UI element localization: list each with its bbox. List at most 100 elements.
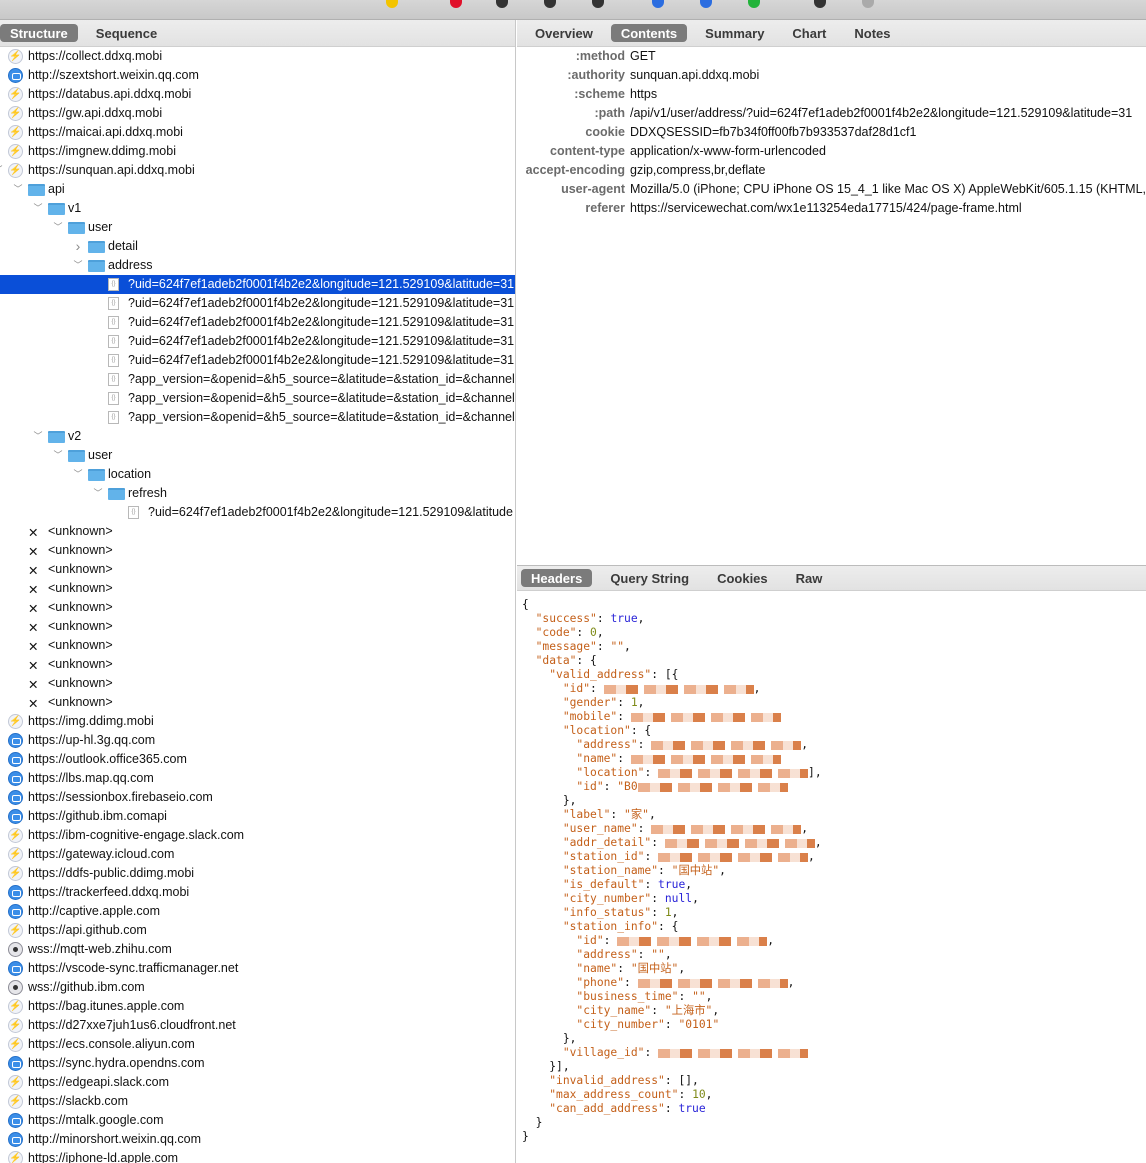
tools-icon[interactable] bbox=[814, 0, 826, 8]
tree-item[interactable]: ﹀ ⚡ https://sunquan.api.ddxq.mobi bbox=[0, 161, 515, 180]
tree-item[interactable]: https://up-hl.3g.qq.com bbox=[0, 731, 515, 750]
tab-sequence[interactable]: Sequence bbox=[95, 26, 158, 41]
chevron-down-icon[interactable]: ﹀ bbox=[33, 203, 43, 213]
tree-item[interactable]: ✕ <unknown> bbox=[0, 674, 515, 693]
tree-item[interactable]: ⚡ https://collect.ddxq.mobi bbox=[0, 47, 515, 66]
tree-item[interactable]: http://szextshort.weixin.qq.com bbox=[0, 66, 515, 85]
turtle-icon[interactable] bbox=[544, 0, 556, 8]
tab-notes[interactable]: Notes bbox=[854, 26, 891, 41]
tree-item[interactable]: ✕ <unknown> bbox=[0, 636, 515, 655]
tree-item[interactable]: https://sync.hydra.opendns.com bbox=[0, 1054, 515, 1073]
file-icon: {} bbox=[108, 335, 119, 348]
tree-item[interactable]: https://sessionbox.firebaseio.com bbox=[0, 788, 515, 807]
tree-item[interactable]: ⚡ https://maicai.api.ddxq.mobi bbox=[0, 123, 515, 142]
tab-summary[interactable]: Summary bbox=[705, 26, 765, 41]
tree-item[interactable]: ✕ <unknown> bbox=[0, 522, 515, 541]
tree-item[interactable]: https://vscode-sync.trafficmanager.net bbox=[0, 959, 515, 978]
tree-item[interactable]: {} ?uid=624f7ef1adeb2f0001f4b2e2&longitud… bbox=[0, 275, 515, 294]
breakpoint-icon[interactable] bbox=[592, 0, 604, 8]
tree-item[interactable]: {} ?uid=624f7ef1adeb2f0001f4b2e2&longitud… bbox=[0, 313, 515, 332]
validate-icon[interactable] bbox=[748, 0, 760, 8]
tree-folder[interactable]: ﹀ v1 bbox=[0, 199, 515, 218]
tree-item[interactable]: {} ?uid=624f7ef1adeb2f0001f4b2e2&longitud… bbox=[0, 294, 515, 313]
tree-folder[interactable]: ﹀ address bbox=[0, 256, 515, 275]
tree-item[interactable]: ⚡ https://img.ddimg.mobi bbox=[0, 712, 515, 731]
compose-icon[interactable] bbox=[652, 0, 664, 8]
tab-contents[interactable]: Contents bbox=[610, 24, 688, 42]
record-icon[interactable] bbox=[450, 0, 462, 8]
tree-item[interactable]: ⚡ https://imgnew.ddimg.mobi bbox=[0, 142, 515, 161]
tab-structure[interactable]: Structure bbox=[0, 24, 78, 42]
tree-folder[interactable]: ﹀ user bbox=[0, 446, 515, 465]
json-number: 0 bbox=[590, 626, 597, 639]
chevron-down-icon[interactable]: ﹀ bbox=[73, 260, 83, 270]
tree-folder[interactable]: ﹀ user bbox=[0, 218, 515, 237]
tree-item[interactable]: ⚡ https://databus.api.ddxq.mobi bbox=[0, 85, 515, 104]
tree-item[interactable]: {} ?app_version=&openid=&h5_source=&latit… bbox=[0, 389, 515, 408]
tree-item[interactable]: ⚡ https://bag.itunes.apple.com bbox=[0, 997, 515, 1016]
tree-item[interactable]: ⚡ https://ecs.console.aliyun.com bbox=[0, 1035, 515, 1054]
tree-item[interactable]: https://lbs.map.qq.com bbox=[0, 769, 515, 788]
json-line: "id": "B0 bbox=[522, 780, 822, 794]
tree-item[interactable]: https://trackerfeed.ddxq.mobi bbox=[0, 883, 515, 902]
tree-item[interactable]: ✕ <unknown> bbox=[0, 655, 515, 674]
response-pane: Headers Query String Cookies Raw { "success… bbox=[517, 565, 1146, 1163]
folder-icon bbox=[108, 488, 125, 500]
tree-item[interactable]: wss://mqtt-web.zhihu.com bbox=[0, 940, 515, 959]
tree-item[interactable]: ⚡ https://slackb.com bbox=[0, 1092, 515, 1111]
tree-item[interactable]: ✕ <unknown> bbox=[0, 617, 515, 636]
tab-overview[interactable]: Overview bbox=[535, 26, 593, 41]
chevron-down-icon[interactable]: ﹀ bbox=[93, 488, 103, 498]
tree-item[interactable]: https://outlook.office365.com bbox=[0, 750, 515, 769]
tab-headers[interactable]: Headers bbox=[521, 569, 593, 587]
tree-item[interactable]: ✕ <unknown> bbox=[0, 579, 515, 598]
tree-item[interactable]: ⚡ https://gw.api.ddxq.mobi bbox=[0, 104, 515, 123]
tree-item[interactable]: http://minorshort.weixin.qq.com bbox=[0, 1130, 515, 1149]
tree-item-label: ?app_version=&openid=&h5_source=&latitud… bbox=[128, 372, 515, 386]
tree-item[interactable]: https://github.ibm.comapi bbox=[0, 807, 515, 826]
chevron-down-icon[interactable]: ﹀ bbox=[53, 450, 63, 460]
chevron-down-icon[interactable]: ﹀ bbox=[33, 431, 43, 441]
tree-item[interactable]: {} ?uid=624f7ef1adeb2f0001f4b2e2&longitud… bbox=[0, 332, 515, 351]
chevron-down-icon[interactable]: ﹀ bbox=[0, 161, 3, 180]
tree-item[interactable]: wss://github.ibm.com bbox=[0, 978, 515, 997]
tree-item[interactable]: {} ?app_version=&openid=&h5_source=&latit… bbox=[0, 408, 515, 427]
lightbulb-icon[interactable] bbox=[386, 0, 398, 8]
chevron-right-icon[interactable]: › bbox=[75, 238, 81, 254]
repeat-icon[interactable] bbox=[700, 0, 712, 8]
tab-cookies[interactable]: Cookies bbox=[717, 571, 768, 586]
tree-item[interactable]: ⚡ https://api.github.com bbox=[0, 921, 515, 940]
tree-item[interactable]: ✕ <unknown> bbox=[0, 693, 515, 712]
tree-item[interactable]: ⚡ https://ddfs-public.ddimg.mobi bbox=[0, 864, 515, 883]
tab-chart[interactable]: Chart bbox=[792, 26, 827, 41]
tree-item[interactable]: ⚡ https://d27xxe7juh1us6.cloudfront.net bbox=[0, 1016, 515, 1035]
json-line: "label": "家", bbox=[522, 808, 822, 822]
tree-folder[interactable]: ﹀ v2 bbox=[0, 427, 515, 446]
tree-item[interactable]: {} ?app_version=&openid=&h5_source=&latit… bbox=[0, 370, 515, 389]
tree-item[interactable]: ✕ <unknown> bbox=[0, 598, 515, 617]
tree-item[interactable]: ✕ <unknown> bbox=[0, 541, 515, 560]
main-toolbar bbox=[0, 0, 1146, 20]
chevron-down-icon[interactable]: ﹀ bbox=[73, 469, 83, 479]
tree-item[interactable]: ⚡ https://iphone-ld.apple.com bbox=[0, 1149, 515, 1163]
tree-item[interactable]: ⚡ https://edgeapi.slack.com bbox=[0, 1073, 515, 1092]
tree-folder[interactable]: ﹀ api bbox=[0, 180, 515, 199]
tree-item[interactable]: {} ?uid=624f7ef1adeb2f0001f4b2e2&longitud… bbox=[0, 351, 515, 370]
throttle-icon[interactable] bbox=[496, 0, 508, 8]
tree-item[interactable]: ⚡ https://gateway.icloud.com bbox=[0, 845, 515, 864]
tree-item[interactable]: ⚡ https://ibm-cognitive-engage.slack.com bbox=[0, 826, 515, 845]
tab-query-string[interactable]: Query String bbox=[610, 571, 690, 586]
settings-icon[interactable] bbox=[862, 0, 874, 8]
tree-folder[interactable]: ﹀ refresh bbox=[0, 484, 515, 503]
tree-item-label: https://sessionbox.firebaseio.com bbox=[28, 790, 213, 804]
tree-item[interactable]: http://captive.apple.com bbox=[0, 902, 515, 921]
tree-folder[interactable]: ﹀ location bbox=[0, 465, 515, 484]
tree-folder[interactable]: › detail bbox=[0, 237, 515, 256]
https-bolt-icon: ⚡ bbox=[8, 714, 23, 729]
tree-item[interactable]: ✕ <unknown> bbox=[0, 560, 515, 579]
chevron-down-icon[interactable]: ﹀ bbox=[53, 222, 63, 232]
tab-raw[interactable]: Raw bbox=[795, 571, 823, 586]
tree-item[interactable]: https://mtalk.google.com bbox=[0, 1111, 515, 1130]
tree-item[interactable]: {} ?uid=624f7ef1adeb2f0001f4b2e2&longitud… bbox=[0, 503, 515, 522]
chevron-down-icon[interactable]: ﹀ bbox=[13, 184, 23, 194]
